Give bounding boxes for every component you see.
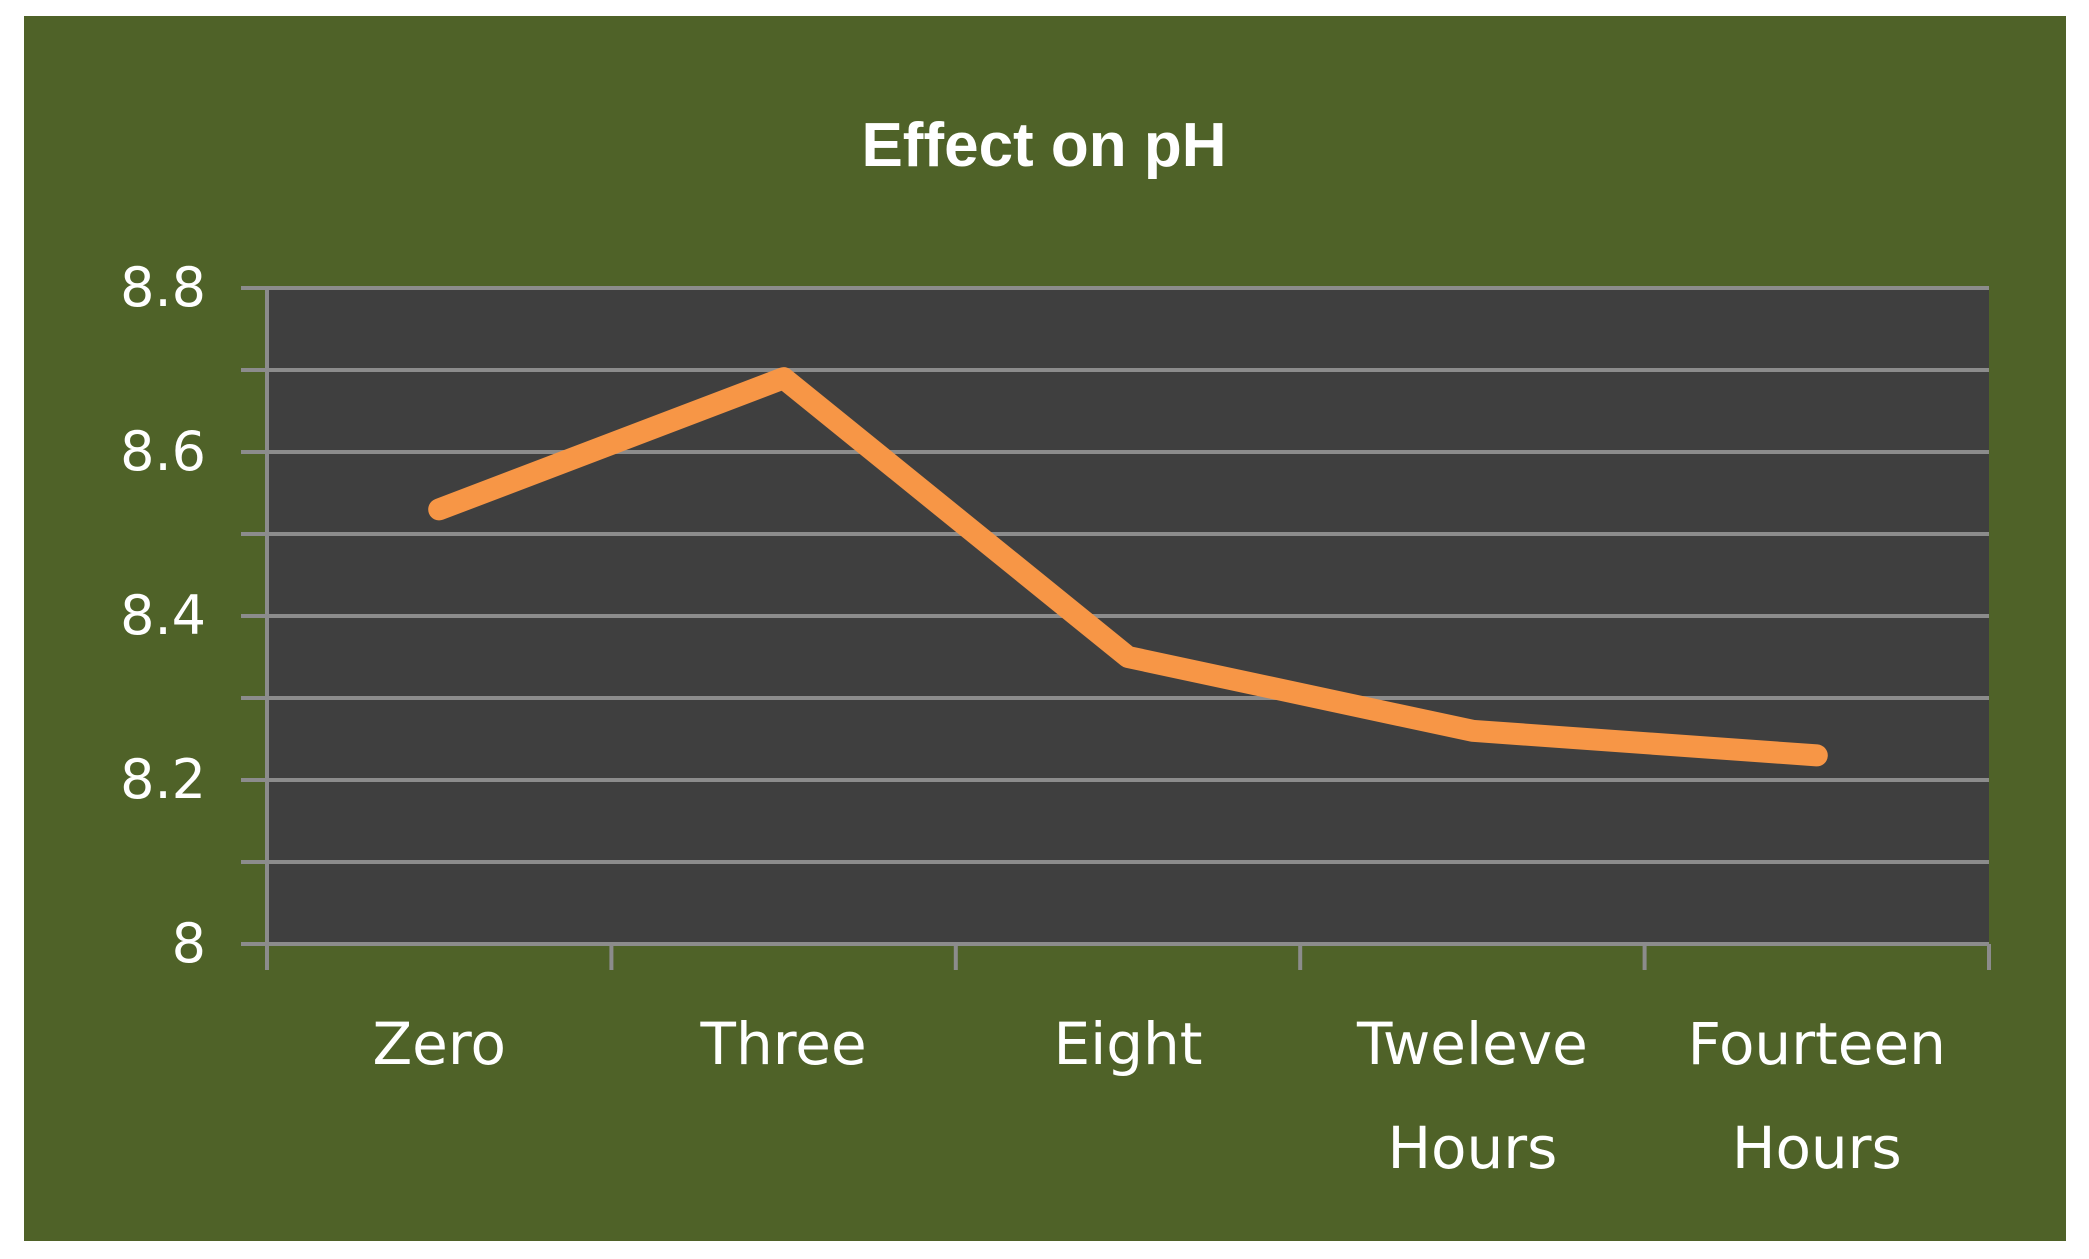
data-point xyxy=(1815,754,1818,757)
y-tick-label: 8.4 xyxy=(120,584,206,647)
x-tick-label: Three xyxy=(700,1010,867,1078)
chart-frame: 8 8.2 8.4 8.6 8.8 Zero Three Eight Tweleve Hours… xyxy=(24,16,2066,1241)
y-tick-label: 8.6 xyxy=(120,420,206,483)
axes xyxy=(241,288,1991,970)
x-tick-label: Fourteen Hours xyxy=(1688,1010,1946,1182)
data-point xyxy=(782,377,785,380)
data-point xyxy=(1471,729,1474,732)
chart-title: Effect on pH xyxy=(861,111,1226,180)
y-tick-label: 8.2 xyxy=(120,748,206,811)
x-tick-label: Eight xyxy=(1053,1010,1202,1078)
x-tick-label: Tweleve Hours xyxy=(1356,1010,1588,1182)
x-tick-labels: Zero Three Eight Tweleve Hours Fourteen Hours xyxy=(372,1010,1945,1182)
gridlines xyxy=(241,286,1989,864)
series-layer xyxy=(428,367,1828,767)
y-tick-label: 8 xyxy=(172,912,206,975)
data-point xyxy=(438,508,441,511)
x-tick-label: Zero xyxy=(372,1010,505,1078)
line-chart: 8 8.2 8.4 8.6 8.8 Zero Three Eight Tweleve Hours… xyxy=(120,111,1991,1182)
data-point xyxy=(1127,656,1129,658)
y-tick-labels: 8 8.2 8.4 8.6 8.8 xyxy=(120,256,206,975)
y-tick-label: 8.8 xyxy=(120,256,206,319)
